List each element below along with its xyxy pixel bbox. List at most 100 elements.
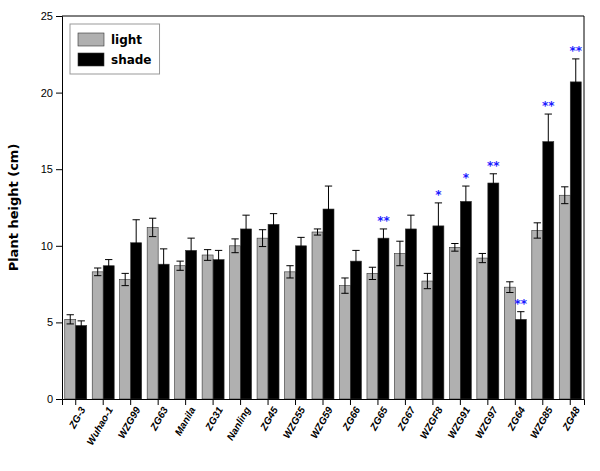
bar — [350, 261, 361, 399]
error-bar — [204, 250, 211, 261]
x-axis: ZG-3Wuhao-1WZG99ZG63ManilaZG31NanlingZG4… — [63, 399, 585, 447]
tick: WZG85 — [528, 399, 555, 440]
tick-label: 20 — [41, 87, 53, 99]
tick-mark — [75, 399, 76, 405]
tick-mark — [268, 399, 269, 405]
error-bar — [380, 229, 387, 247]
tick: ZG67 — [395, 399, 418, 433]
bar — [147, 227, 158, 399]
error-bar — [259, 230, 266, 247]
bar — [433, 226, 444, 399]
tick: ZG45 — [257, 399, 280, 433]
bar — [339, 286, 350, 399]
tick: Manila — [172, 399, 197, 437]
legend-label: light — [111, 33, 142, 47]
error-bar — [149, 218, 156, 236]
tick-label: Nanling — [225, 405, 253, 442]
tick-mark — [56, 93, 62, 94]
error-bar — [242, 215, 249, 243]
tick: 15 — [41, 163, 62, 175]
tick-mark — [56, 399, 62, 400]
error-bar — [67, 315, 74, 324]
tick-mark — [487, 399, 488, 405]
marks — [65, 59, 582, 399]
chart: 0 5 10 15 20 25 ZG-3Wuhao-1WZG99ZG63ManilaZG31… — [0, 0, 600, 471]
error-bar — [78, 321, 85, 330]
tick-mark — [240, 399, 241, 405]
legend-label: shade — [111, 53, 152, 67]
error-bar — [231, 239, 238, 253]
bar — [120, 280, 131, 399]
bar — [285, 272, 296, 399]
tick-label: ZG67 — [395, 405, 418, 433]
bar — [422, 281, 433, 399]
tick-mark — [56, 169, 62, 170]
tick-mark — [350, 399, 351, 405]
error-bar — [479, 253, 486, 262]
tick-mark — [103, 399, 104, 405]
tick-label: Wuhao-1 — [85, 405, 116, 447]
plot-frame — [62, 16, 584, 399]
error-bar — [506, 282, 513, 293]
bar — [65, 319, 76, 399]
tick-mark — [377, 399, 378, 405]
error-bar — [424, 273, 431, 288]
bar — [257, 238, 268, 399]
error-bar — [314, 229, 321, 235]
tick-label: Manila — [172, 405, 197, 438]
tick-mark — [405, 399, 406, 405]
legend-swatch — [78, 53, 104, 66]
significance-label: ** — [377, 214, 390, 228]
tick: ZG48 — [560, 399, 583, 433]
bar — [158, 264, 169, 399]
tick: WZG99 — [116, 399, 143, 440]
tick-label: ZG31 — [202, 405, 225, 433]
significance-label: ** — [569, 44, 582, 58]
tick-label: ZG63 — [147, 405, 170, 433]
bar — [460, 201, 471, 399]
tick-mark — [56, 246, 62, 247]
tick: 20 — [41, 87, 62, 99]
tick-label: ZG66 — [340, 405, 363, 433]
tick-label: 10 — [41, 240, 53, 252]
tick: 25 — [41, 10, 62, 22]
y-axis: 0 5 10 15 20 25 — [41, 10, 63, 405]
bar — [296, 246, 307, 399]
tick: ZG66 — [340, 399, 363, 433]
error-bar — [94, 268, 101, 276]
tick-mark — [323, 399, 324, 405]
plot-area: 0 5 10 15 20 25 ZG-3Wuhao-1WZG99ZG63ManilaZG31… — [41, 10, 585, 447]
error-bar — [517, 312, 524, 327]
error-bar — [297, 237, 304, 254]
tick-mark — [542, 399, 543, 405]
bar — [202, 255, 213, 399]
axis-line — [56, 17, 63, 400]
error-bar — [325, 186, 332, 232]
bar — [103, 266, 114, 399]
tick-mark — [295, 399, 296, 405]
bar — [543, 142, 554, 399]
bar — [367, 273, 378, 399]
tick-label: 0 — [47, 393, 53, 405]
tick-label: WZG59 — [308, 405, 335, 441]
legend-item: light — [78, 33, 142, 47]
tick: 5 — [47, 316, 62, 328]
tick-mark — [185, 399, 186, 405]
error-bar — [407, 215, 414, 243]
tick-mark — [460, 399, 461, 405]
bar — [477, 258, 488, 399]
tick: WZG59 — [308, 399, 335, 440]
bar — [394, 253, 405, 399]
tick-mark — [432, 399, 433, 405]
tick-mark — [130, 399, 131, 405]
legend-frame — [70, 24, 160, 74]
tick-mark — [515, 399, 516, 405]
legend-item: shade — [78, 53, 152, 67]
tick: WZG97 — [473, 399, 500, 440]
bar — [559, 195, 570, 399]
bar — [378, 238, 389, 399]
error-bar — [270, 214, 277, 235]
tick-label: WZG99 — [116, 405, 143, 441]
significance-label: * — [435, 188, 442, 202]
bar — [186, 250, 197, 399]
